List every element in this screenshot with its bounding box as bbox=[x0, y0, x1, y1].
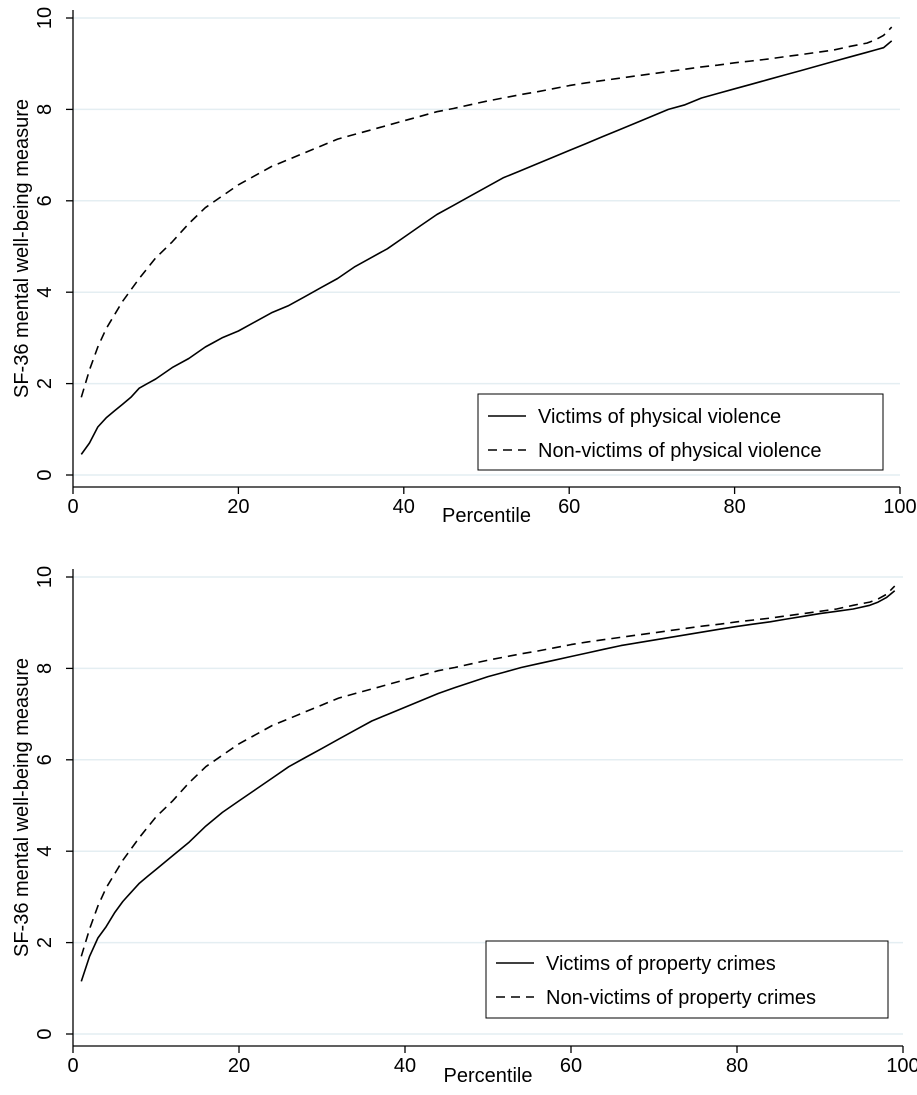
x-axis-label: Percentile bbox=[444, 1065, 533, 1087]
x-axis-label: Percentile bbox=[442, 505, 531, 527]
series-line-solid bbox=[80, 40, 893, 455]
x-tick-label: 0 bbox=[67, 1055, 78, 1077]
x-tick-label: 40 bbox=[394, 1055, 416, 1077]
legend-box bbox=[485, 940, 889, 1019]
y-tick-label: 6 bbox=[34, 754, 56, 765]
x-tick-label: 60 bbox=[560, 1055, 582, 1077]
series-layer bbox=[80, 26, 893, 455]
series-line-dashed bbox=[80, 26, 893, 398]
y-tick-label: 8 bbox=[34, 663, 56, 674]
legend-label: Non-victims of property crimes bbox=[546, 987, 816, 1009]
axes bbox=[72, 10, 900, 488]
x-tick-label: 20 bbox=[227, 496, 249, 518]
x-tick-label: 80 bbox=[723, 496, 745, 518]
y-tick-label: 4 bbox=[34, 287, 56, 298]
x-tick-label: 100 bbox=[883, 496, 916, 518]
legend-label: Victims of property crimes bbox=[546, 953, 776, 975]
series-layer bbox=[80, 585, 896, 982]
x-tick-label: 40 bbox=[393, 496, 415, 518]
y-tick-label: 10 bbox=[34, 566, 56, 588]
x-tick-label: 80 bbox=[726, 1055, 748, 1077]
y-tick-label: 10 bbox=[34, 7, 56, 29]
gridlines bbox=[73, 17, 900, 476]
chart-property-crimes: 0 2 4 6 8 10 0 20 40 60 80 100 Percentile SF-36 men… bbox=[0, 545, 917, 1095]
series-line-dashed bbox=[80, 585, 896, 957]
y-tick-label: 0 bbox=[34, 1028, 56, 1039]
x-tick-label: 60 bbox=[558, 496, 580, 518]
x-tick-label: 20 bbox=[228, 1055, 250, 1077]
legend-label: Victims of physical violence bbox=[538, 406, 781, 428]
x-tick-label: 100 bbox=[886, 1055, 917, 1077]
legend-label: Non-victims of physical violence bbox=[538, 440, 821, 462]
y-tick-label: 8 bbox=[34, 104, 56, 115]
y-axis-label: SF-36 mental well-being measure bbox=[11, 658, 33, 957]
axes bbox=[72, 569, 903, 1047]
y-tick-label: 2 bbox=[34, 937, 56, 948]
legend: Victims of physical violence Non-victims… bbox=[477, 393, 884, 471]
legend-box bbox=[477, 393, 884, 471]
y-tick-label: 2 bbox=[34, 378, 56, 389]
chart-physical-violence: 0 2 4 6 8 10 0 20 40 60 80 100 Percentile SF-36 men… bbox=[0, 0, 917, 545]
y-tick-label: 6 bbox=[34, 195, 56, 206]
legend: Victims of property crimes Non-victims o… bbox=[485, 940, 889, 1019]
series-line-solid bbox=[80, 590, 896, 982]
x-tick-label: 0 bbox=[67, 496, 78, 518]
y-tick-label: 4 bbox=[34, 846, 56, 857]
y-tick-label: 0 bbox=[34, 469, 56, 480]
y-axis-label: SF-36 mental well-being measure bbox=[11, 99, 33, 398]
